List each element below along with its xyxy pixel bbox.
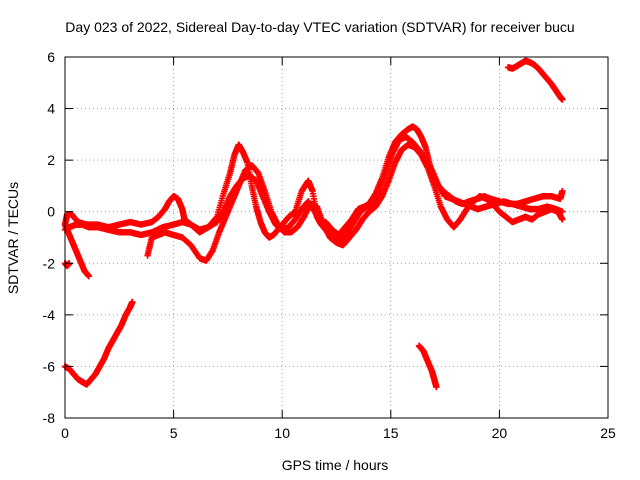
x-tick-label: 5	[170, 425, 178, 441]
x-tick-label: 10	[274, 425, 290, 441]
data-point	[433, 383, 440, 391]
data-points	[61, 57, 566, 391]
data-point	[559, 187, 566, 195]
tick-labels: 0 5 10 15 20 25 -8 -6 -4 -2 0 2 4 6	[43, 49, 616, 441]
y-tick-label: 2	[47, 152, 55, 168]
axis-ticks	[64, 56, 609, 419]
y-tick-label: 6	[47, 49, 55, 65]
y-tick-label: -4	[43, 307, 56, 323]
y-axis-title: SDTVAR / TECUs	[5, 182, 21, 294]
series-track-3	[144, 141, 566, 264]
x-tick-label: 25	[600, 425, 616, 441]
series-track-7	[415, 342, 440, 391]
series-track-4	[61, 221, 93, 280]
series-track-8	[504, 57, 566, 103]
series-track-6	[61, 298, 136, 388]
grid-lines	[65, 57, 608, 418]
x-tick-label: 0	[61, 425, 69, 441]
y-tick-label: -8	[43, 410, 56, 426]
y-tick-label: -2	[43, 255, 56, 271]
y-tick-label: 0	[47, 204, 55, 220]
y-tick-label: 4	[47, 101, 55, 117]
plot-border	[64, 56, 609, 419]
series-track-1	[61, 123, 566, 241]
data-point	[129, 298, 136, 306]
plot-frame	[64, 56, 609, 419]
chart-title: Day 023 of 2022, Sidereal Day-to-day VTE…	[65, 19, 574, 35]
x-tick-label: 20	[492, 425, 508, 441]
y-tick-label: -6	[43, 358, 56, 374]
data-point	[85, 272, 93, 280]
x-axis-title: GPS time / hours	[282, 457, 389, 473]
x-tick-label: 15	[383, 425, 399, 441]
data-point	[559, 96, 566, 103]
data-point	[559, 216, 566, 223]
series-track-5	[61, 260, 73, 270]
